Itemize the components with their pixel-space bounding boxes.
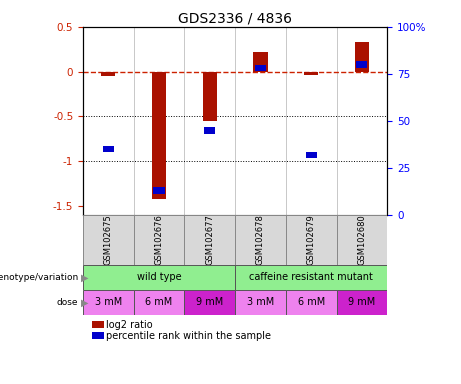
- Bar: [306, 152, 317, 158]
- Bar: [356, 61, 367, 68]
- Bar: [134, 215, 184, 265]
- Text: genotype/variation: genotype/variation: [0, 273, 78, 282]
- Text: log2 ratio: log2 ratio: [106, 320, 153, 330]
- Bar: [304, 72, 318, 75]
- Text: ▶: ▶: [81, 272, 88, 283]
- Bar: [103, 146, 114, 152]
- Text: GSM102676: GSM102676: [154, 215, 164, 265]
- Bar: [355, 42, 369, 72]
- Text: caffeine resistant mutant: caffeine resistant mutant: [249, 272, 373, 283]
- Text: 9 mM: 9 mM: [196, 297, 224, 308]
- Bar: [235, 215, 286, 265]
- Bar: [286, 290, 337, 315]
- Bar: [204, 127, 215, 134]
- Text: GSM102679: GSM102679: [307, 215, 316, 265]
- Bar: [152, 72, 166, 199]
- Text: percentile rank within the sample: percentile rank within the sample: [106, 331, 271, 341]
- Text: 3 mM: 3 mM: [247, 297, 274, 308]
- Text: dose: dose: [57, 298, 78, 307]
- Text: GSM102680: GSM102680: [357, 215, 366, 265]
- Bar: [337, 290, 387, 315]
- Bar: [83, 265, 235, 290]
- Text: 6 mM: 6 mM: [145, 297, 173, 308]
- Bar: [154, 187, 165, 194]
- Bar: [184, 290, 235, 315]
- Bar: [235, 265, 387, 290]
- Bar: [184, 215, 235, 265]
- Bar: [83, 290, 134, 315]
- Text: GSM102677: GSM102677: [205, 215, 214, 265]
- Bar: [255, 65, 266, 71]
- Bar: [83, 215, 134, 265]
- Title: GDS2336 / 4836: GDS2336 / 4836: [178, 12, 292, 26]
- Bar: [203, 72, 217, 121]
- Text: GSM102678: GSM102678: [256, 215, 265, 265]
- Bar: [337, 215, 387, 265]
- Bar: [254, 52, 267, 72]
- Bar: [134, 290, 184, 315]
- Bar: [286, 215, 337, 265]
- Text: GSM102675: GSM102675: [104, 215, 113, 265]
- Bar: [235, 290, 286, 315]
- Bar: [101, 72, 115, 76]
- Text: 6 mM: 6 mM: [297, 297, 325, 308]
- Text: ▶: ▶: [81, 297, 88, 308]
- Text: 9 mM: 9 mM: [348, 297, 376, 308]
- Text: 3 mM: 3 mM: [95, 297, 122, 308]
- Text: wild type: wild type: [137, 272, 181, 283]
